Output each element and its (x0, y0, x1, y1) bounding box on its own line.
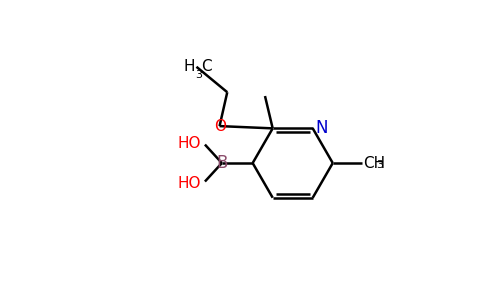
Text: HO: HO (178, 176, 201, 190)
Text: C: C (201, 59, 212, 74)
Text: 3: 3 (377, 160, 384, 170)
Text: B: B (216, 154, 227, 172)
Text: N: N (316, 118, 328, 136)
Text: HO: HO (178, 136, 201, 151)
Text: CH: CH (363, 155, 386, 170)
Text: O: O (214, 118, 227, 134)
Text: H: H (183, 59, 195, 74)
Text: 3: 3 (195, 70, 202, 80)
